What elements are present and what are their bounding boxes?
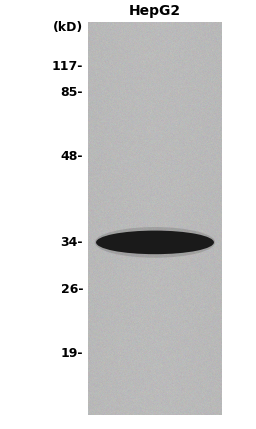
- Text: HepG2: HepG2: [129, 4, 181, 18]
- Text: 85-: 85-: [60, 86, 83, 99]
- Ellipse shape: [96, 230, 214, 254]
- Text: 26-: 26-: [60, 283, 83, 296]
- Text: 48-: 48-: [60, 150, 83, 163]
- Text: 34-: 34-: [60, 236, 83, 249]
- Text: 19-: 19-: [60, 347, 83, 360]
- Text: (kD): (kD): [53, 21, 83, 34]
- Bar: [88, 22, 222, 415]
- Ellipse shape: [95, 227, 215, 258]
- Text: 117-: 117-: [52, 60, 83, 73]
